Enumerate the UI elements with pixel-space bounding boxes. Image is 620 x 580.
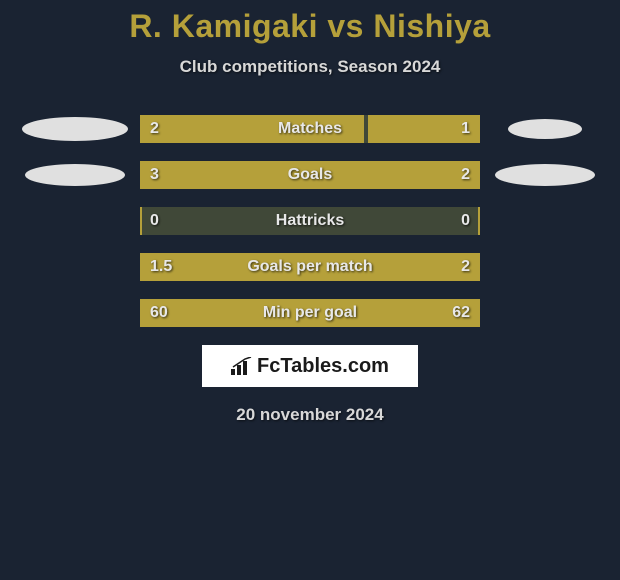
left-value: 60: [150, 304, 168, 322]
stat-row: 3 2 Goals: [0, 161, 620, 189]
stat-row: 1.5 2 Goals per match: [0, 253, 620, 281]
stat-bar: 2 1 Matches: [140, 115, 480, 143]
comparison-infographic: R. Kamigaki vs Nishiya Club competitions…: [0, 0, 620, 425]
stat-label: Goals: [288, 166, 332, 184]
bar-right-fill: [478, 207, 480, 235]
subtitle: Club competitions, Season 2024: [0, 57, 620, 77]
date-label: 20 november 2024: [0, 405, 620, 425]
left-ellipse-wrap: [10, 164, 140, 186]
logo-text: FcTables.com: [257, 355, 389, 378]
stats-rows: 2 1 Matches 3 2 Goals 0 0 Hattricks 1.5 2 Goals per…: [0, 115, 620, 327]
stat-row: 2 1 Matches: [0, 115, 620, 143]
logo: FcTables.com: [231, 355, 389, 378]
left-value: 3: [150, 166, 159, 184]
stat-bar: 0 0 Hattricks: [140, 207, 480, 235]
right-ellipse-wrap: [480, 119, 610, 139]
bar-right-fill: [344, 161, 480, 189]
right-value: 0: [461, 212, 470, 230]
right-value: 62: [452, 304, 470, 322]
right-ellipse-icon: [508, 119, 582, 139]
right-ellipse-wrap: [480, 164, 610, 186]
stat-bar: 3 2 Goals: [140, 161, 480, 189]
left-ellipse-wrap: [10, 117, 140, 141]
right-value: 2: [461, 258, 470, 276]
stat-label: Matches: [278, 120, 342, 138]
stat-bar: 60 62 Min per goal: [140, 299, 480, 327]
page-title: R. Kamigaki vs Nishiya: [0, 8, 620, 45]
left-ellipse-icon: [25, 164, 125, 186]
right-value: 2: [461, 166, 470, 184]
stat-label: Hattricks: [276, 212, 344, 230]
right-value: 1: [461, 120, 470, 138]
stat-row: 0 0 Hattricks: [0, 207, 620, 235]
stat-bar: 1.5 2 Goals per match: [140, 253, 480, 281]
left-value: 2: [150, 120, 159, 138]
stat-label: Min per goal: [263, 304, 357, 322]
stat-label: Goals per match: [247, 258, 372, 276]
stat-row: 60 62 Min per goal: [0, 299, 620, 327]
logo-box: FcTables.com: [202, 345, 418, 387]
left-value: 1.5: [150, 258, 172, 276]
right-ellipse-icon: [495, 164, 595, 186]
left-ellipse-icon: [22, 117, 128, 141]
left-value: 0: [150, 212, 159, 230]
bar-chart-icon: [231, 357, 253, 375]
